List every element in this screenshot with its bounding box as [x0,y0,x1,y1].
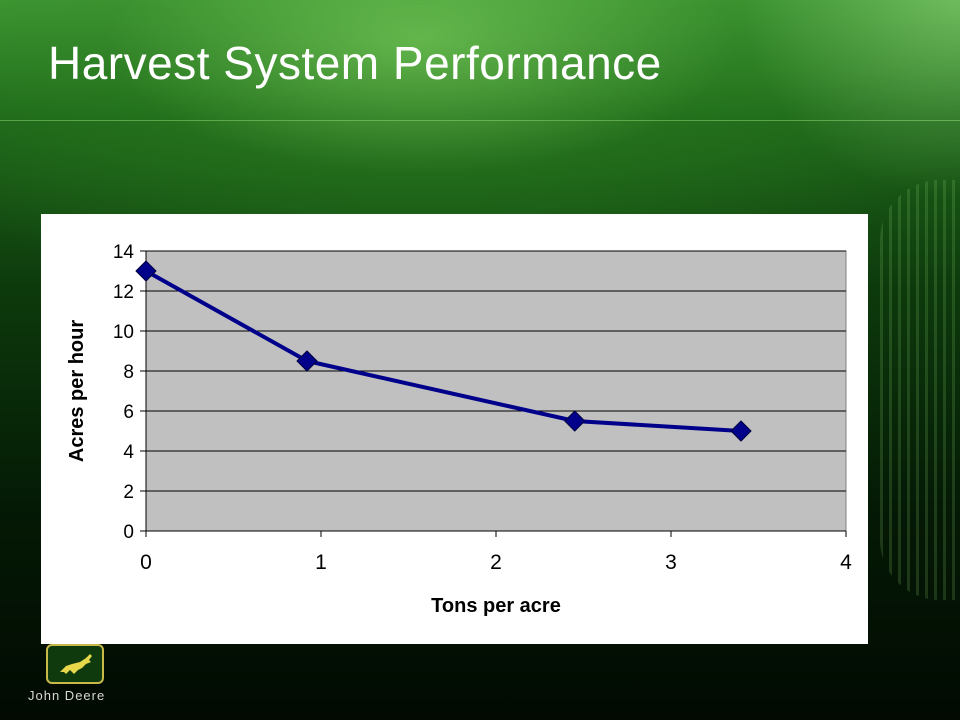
x-tick-label: 1 [315,551,327,574]
x-tick-label: 3 [665,551,677,574]
plot-background [145,250,847,532]
x-tick-label: 2 [490,551,502,574]
slide-title: Harvest System Performance [48,37,662,89]
leaping-deer-icon [60,654,92,674]
series-group [135,260,752,442]
logo-badge [46,644,104,684]
decorative-glow [740,0,960,200]
data-point [564,410,586,432]
x-axis-label: Tons per acre [431,595,561,617]
data-point [296,350,318,372]
y-tick-label: 2 [123,482,134,503]
gridlines [146,250,846,492]
data-point [135,260,157,282]
logo-text: John Deere [28,688,106,703]
y-axis-label: Acres per hour [66,320,88,462]
title-band [0,0,960,121]
y-tick-label: 0 [123,522,134,543]
chart-area: 0 2 4 6 8 10 12 14 0 1 2 3 4 Tons per acre Acres per… [41,214,868,644]
john-deere-logo: John Deere [28,640,138,712]
axes [140,250,847,537]
y-tick-label: 4 [123,442,134,463]
x-tick-label: 4 [840,551,852,574]
y-tick-label: 10 [113,322,134,343]
x-tick-label: 0 [140,551,152,574]
series-line [145,269,742,433]
y-tick-label: 6 [123,402,134,423]
data-point [730,420,752,442]
y-tick-label: 12 [113,282,134,303]
decorative-swoosh [880,180,960,600]
y-tick-label: 8 [123,362,134,383]
y-tick-label: 14 [113,242,135,263]
